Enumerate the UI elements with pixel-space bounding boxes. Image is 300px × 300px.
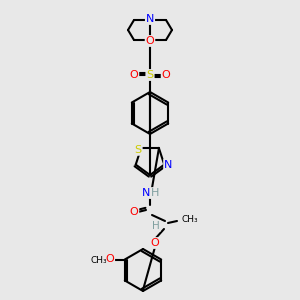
Text: O: O	[105, 254, 114, 265]
Text: N: N	[164, 160, 172, 170]
Text: N: N	[146, 14, 154, 24]
Text: O: O	[151, 238, 159, 248]
Text: S: S	[146, 70, 154, 80]
Text: O: O	[130, 207, 138, 217]
Text: O: O	[162, 70, 170, 80]
Text: O: O	[130, 70, 138, 80]
Text: N: N	[142, 188, 150, 198]
Text: CH₃: CH₃	[182, 215, 199, 224]
Text: H: H	[151, 188, 159, 198]
Text: H: H	[152, 221, 160, 231]
Text: O: O	[146, 36, 154, 46]
Text: CH₃: CH₃	[91, 256, 107, 265]
Text: S: S	[135, 145, 142, 155]
